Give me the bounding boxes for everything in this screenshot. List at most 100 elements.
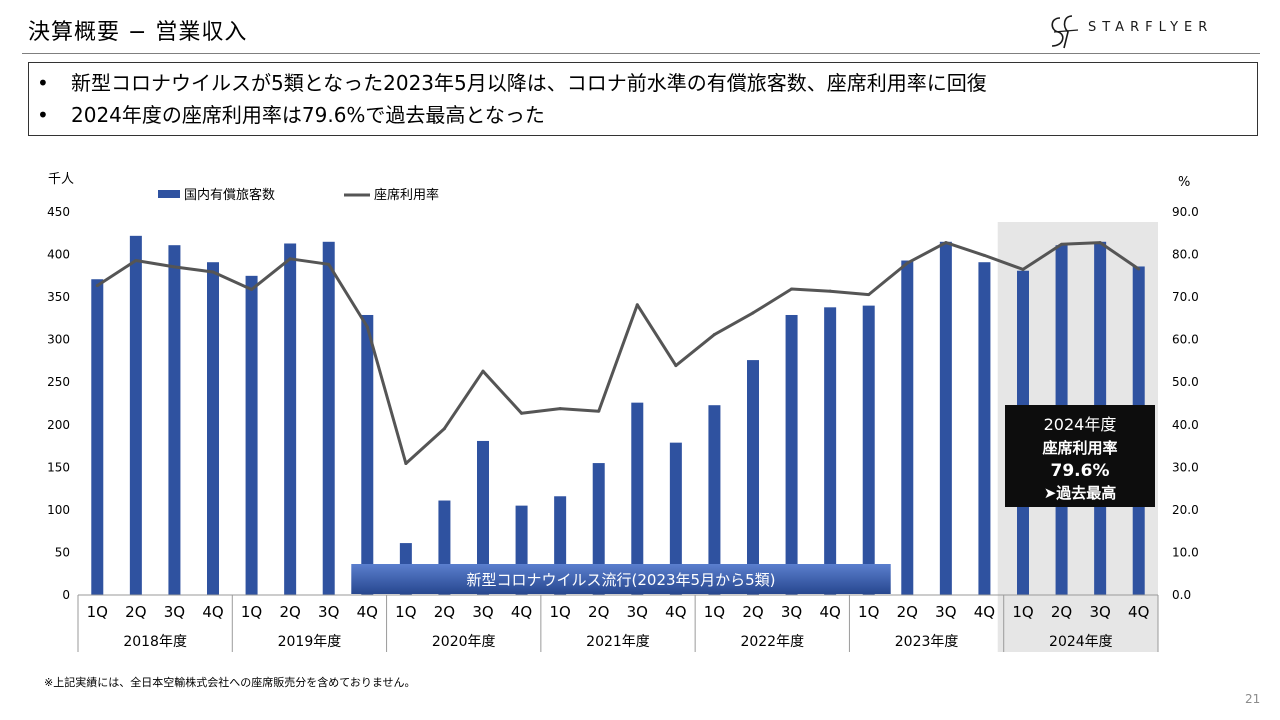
y-right-tick-label: 50.0 (1172, 375, 1199, 389)
y-right-tick-label: 20.0 (1172, 503, 1199, 517)
y-right-tick-label: 70.0 (1172, 290, 1199, 304)
line-point (674, 364, 678, 368)
bar (631, 402, 644, 595)
bar (708, 405, 721, 595)
line-point (982, 253, 986, 257)
y-right-tick-label: 40.0 (1172, 418, 1199, 432)
quarter-label: 4Q (665, 603, 686, 621)
y-left-tick-label: 0 (62, 588, 70, 602)
quarter-label: 1Q (241, 603, 262, 621)
covid-banner (351, 564, 891, 594)
y-left-tick-label: 100 (47, 503, 70, 517)
bar (477, 440, 489, 595)
line-point (95, 284, 99, 288)
page-number: 21 (1245, 692, 1261, 706)
quarter-label: 4Q (357, 603, 378, 621)
y-right-tick-label: 90.0 (1172, 205, 1199, 219)
line-point (867, 293, 871, 297)
y-left-tick-label: 200 (47, 418, 70, 432)
bar (284, 243, 297, 596)
year-label: 2024年度 (1049, 634, 1113, 650)
line-point (327, 262, 331, 266)
quarter-label: 4Q (1128, 603, 1149, 621)
line-point (211, 270, 215, 274)
line-point (520, 411, 524, 415)
quarter-label: 4Q (819, 603, 840, 621)
bar (939, 241, 952, 596)
covid-banner-label: 新型コロナウイルス流行(2023年5月から5類) (467, 571, 776, 589)
quarter-label: 3Q (164, 603, 185, 621)
quarter-label: 4Q (511, 603, 532, 621)
y-right-tick-label: 60.0 (1172, 333, 1199, 347)
y-left-tick-label: 450 (47, 205, 70, 219)
line-point (905, 261, 909, 265)
bar (978, 262, 991, 595)
line-point (404, 462, 408, 466)
quarter-label: 4Q (202, 603, 223, 621)
quarter-label: 2Q (742, 603, 763, 621)
quarter-label: 2Q (125, 603, 146, 621)
bar (322, 241, 335, 596)
line-point (172, 265, 176, 269)
year-label: 2023年度 (895, 634, 959, 650)
legend-label-bar: 国内有償旅客数 (184, 187, 275, 203)
quarter-label: 3Q (627, 603, 648, 621)
bar (901, 260, 914, 595)
quarter-label: 2Q (897, 603, 918, 621)
y-left-tick-label: 250 (47, 375, 70, 389)
quarter-label: 3Q (1089, 603, 1110, 621)
year-label: 2022年度 (740, 634, 804, 650)
line-point (751, 311, 755, 315)
bar (862, 305, 875, 595)
summary-bullet: 新型コロナウイルスが5類となった2023年5月以降は、コロナ前水準の有償旅客数、… (35, 67, 1257, 99)
y-left-tick-label: 400 (47, 248, 70, 262)
left-axis-unit: 千人 (48, 172, 74, 187)
quarter-label: 2Q (279, 603, 300, 621)
bar (592, 463, 605, 595)
quarter-label: 1Q (87, 603, 108, 621)
bar (129, 235, 142, 595)
y-left-tick-label: 350 (47, 290, 70, 304)
y-right-tick-label: 80.0 (1172, 248, 1199, 262)
line-point (558, 407, 562, 411)
line-point (944, 241, 948, 245)
quarter-label: 1Q (858, 603, 879, 621)
quarter-label: 2Q (434, 603, 455, 621)
series-line (96, 241, 1140, 465)
callout-line-2: 座席利用率 (1041, 439, 1117, 457)
legend-label-line: 座席利用率 (374, 187, 439, 203)
bar (824, 307, 837, 595)
line-point (134, 259, 138, 263)
title-divider (22, 53, 1260, 54)
y-left-tick-label: 50 (55, 545, 70, 559)
quarter-label: 3Q (318, 603, 339, 621)
quarter-label: 2Q (588, 603, 609, 621)
line-point (250, 287, 254, 291)
y-right-tick-label: 10.0 (1172, 545, 1199, 559)
quarter-label: 3Q (935, 603, 956, 621)
summary-bullet: 2024年度の座席利用率は79.6%で過去最高となった (35, 99, 1257, 131)
line-point (1021, 267, 1025, 271)
bar (207, 262, 219, 595)
footnote: ※上記実績には、全日本空輸株式会社への座席販売分を含めておりません。 (44, 676, 416, 689)
legend-swatch-bar (158, 190, 180, 198)
line-point (635, 303, 639, 307)
line-point (288, 257, 292, 261)
line-point (712, 333, 716, 337)
quarter-label: 1Q (549, 603, 570, 621)
y-left-tick-label: 150 (47, 460, 70, 474)
line-point (442, 427, 446, 431)
bar (669, 442, 682, 595)
summary-box: 新型コロナウイルスが5類となった2023年5月以降は、コロナ前水準の有償旅客数、… (28, 62, 1258, 136)
bar (245, 275, 258, 595)
logo-wordmark: STARFLYER (1088, 20, 1214, 35)
callout-line-4: ➤過去最高 (1044, 484, 1117, 502)
line-point (1137, 267, 1141, 271)
callout-line-1: 2024年度 (1044, 415, 1117, 434)
quarter-label: 1Q (395, 603, 416, 621)
line-point (1098, 241, 1102, 245)
callout-box (1005, 405, 1155, 507)
right-axis-unit: % (1178, 175, 1190, 190)
line-point (828, 289, 832, 293)
